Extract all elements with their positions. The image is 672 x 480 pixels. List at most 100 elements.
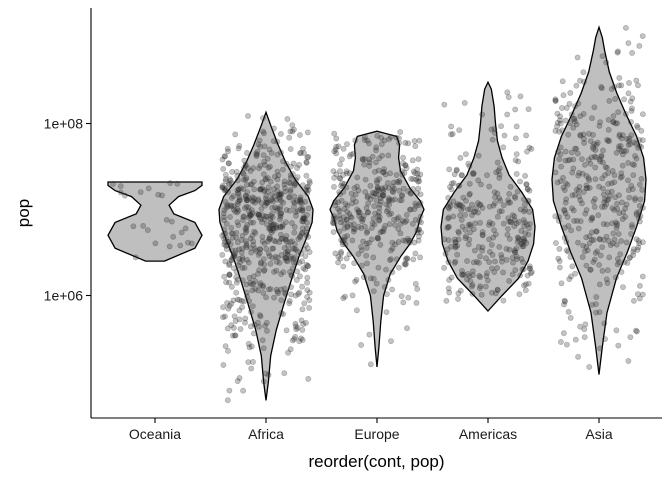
data-point (445, 194, 452, 201)
data-point (234, 206, 241, 212)
data-point (639, 33, 646, 39)
data-point (628, 108, 635, 114)
data-point (293, 212, 299, 219)
data-point (390, 179, 397, 186)
data-point (376, 216, 382, 223)
data-point (611, 83, 618, 90)
data-point (382, 171, 389, 178)
data-point (240, 213, 247, 220)
data-point (257, 246, 263, 253)
data-point (574, 54, 581, 61)
data-point (300, 145, 306, 152)
data-point (570, 156, 577, 163)
data-point (350, 195, 356, 202)
data-point (375, 264, 382, 271)
data-point (498, 208, 505, 215)
data-point (511, 223, 518, 230)
data-point (297, 234, 303, 241)
violin-africa (218, 110, 314, 401)
data-point (629, 161, 636, 168)
data-point (376, 209, 382, 216)
data-point (606, 192, 613, 199)
data-point (511, 247, 518, 254)
data-point (406, 239, 413, 246)
data-point (380, 169, 387, 175)
data-point (381, 225, 387, 232)
data-point (635, 244, 642, 251)
data-point (601, 199, 607, 206)
data-point (371, 203, 378, 209)
data-point (340, 214, 347, 221)
data-point (613, 327, 620, 334)
data-point (525, 280, 532, 287)
data-point (387, 133, 394, 140)
data-point (290, 126, 297, 133)
data-point (374, 185, 381, 192)
data-point (331, 215, 338, 222)
data-point (579, 200, 585, 207)
data-point (496, 171, 503, 178)
data-point (417, 213, 424, 220)
data-point (453, 166, 460, 173)
data-point (605, 180, 612, 187)
data-point (304, 262, 311, 269)
data-point (346, 251, 353, 257)
data-point (386, 201, 392, 208)
data-point (247, 280, 254, 286)
data-point (300, 216, 306, 222)
data-point (581, 79, 587, 85)
data-point (251, 186, 258, 193)
data-point (236, 142, 243, 149)
data-point (602, 172, 608, 179)
data-point (230, 252, 237, 258)
data-point (452, 239, 459, 245)
data-point (616, 133, 623, 140)
data-point (625, 40, 632, 46)
data-point (219, 251, 226, 258)
data-point (495, 167, 502, 174)
data-point (238, 297, 245, 304)
data-point (224, 300, 230, 306)
data-point (604, 221, 610, 228)
data-point (245, 340, 252, 347)
data-point (264, 175, 271, 181)
data-point (167, 180, 174, 186)
data-point (613, 241, 620, 248)
data-point (484, 270, 490, 276)
data-point (155, 191, 162, 198)
data-point (415, 237, 422, 244)
data-point (265, 238, 271, 245)
data-point (602, 164, 609, 170)
data-point (505, 215, 512, 221)
data-point (246, 344, 253, 351)
data-point (355, 223, 362, 230)
data-point (445, 204, 452, 211)
data-point (238, 236, 245, 243)
data-point (483, 273, 490, 279)
data-point (299, 207, 306, 214)
data-point (521, 196, 527, 203)
data-point (342, 293, 348, 300)
data-point (248, 181, 255, 188)
data-point (350, 221, 357, 228)
data-point (557, 113, 563, 120)
data-point (382, 184, 389, 191)
data-point (235, 222, 242, 229)
data-point (145, 185, 152, 192)
data-point (276, 191, 283, 198)
data-point (376, 217, 382, 224)
data-point (410, 176, 416, 182)
data-point (304, 129, 311, 136)
data-point (227, 202, 234, 209)
data-point (245, 214, 252, 221)
data-point (609, 220, 615, 227)
data-point (586, 130, 592, 137)
data-point (470, 170, 476, 176)
data-point (593, 228, 600, 235)
data-point (519, 241, 525, 247)
data-point (374, 184, 381, 190)
data-point (624, 259, 631, 266)
data-point (221, 273, 228, 280)
data-point (332, 202, 339, 209)
data-point (477, 253, 483, 260)
